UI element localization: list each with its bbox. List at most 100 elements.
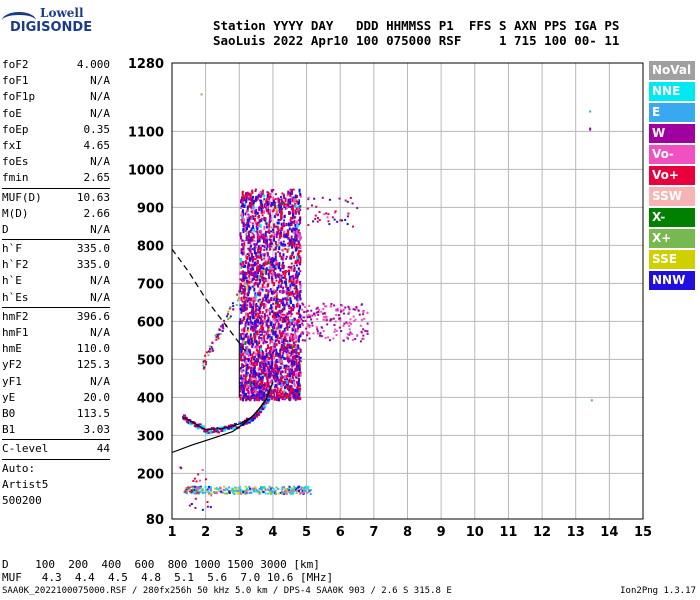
echo-point <box>231 489 234 492</box>
echo-point <box>240 252 243 255</box>
echo-point <box>294 328 297 333</box>
echo-point <box>287 232 290 237</box>
echo-point <box>278 206 281 211</box>
param-value: 4.65 <box>83 138 111 152</box>
echo-point <box>257 411 261 414</box>
echo-point <box>250 204 253 209</box>
echo-point <box>272 266 275 269</box>
echo-point <box>251 278 254 282</box>
echo-point <box>245 395 248 398</box>
echo-point <box>240 296 243 301</box>
echo-point <box>261 189 264 193</box>
echo-point <box>244 282 247 285</box>
echo-point <box>285 297 288 302</box>
echo-point <box>254 359 257 363</box>
echo-point <box>256 324 259 327</box>
echo-point <box>247 348 250 353</box>
echo-point <box>303 311 306 314</box>
echo-point <box>332 337 335 340</box>
echo-point <box>261 388 264 391</box>
echo-point <box>263 369 266 372</box>
echo-point <box>263 366 266 370</box>
echo-point <box>265 353 268 358</box>
echo-point <box>279 348 282 352</box>
echo-point <box>279 227 282 231</box>
echo-point <box>258 214 261 218</box>
echo-point <box>245 388 248 392</box>
echo-point <box>256 235 259 239</box>
echo-point <box>274 240 277 245</box>
param-value: 4.000 <box>76 58 110 71</box>
echo-point <box>337 314 340 317</box>
echo-point <box>290 380 293 384</box>
echo-point <box>286 372 289 377</box>
echo-point <box>274 305 277 308</box>
echo-point <box>187 485 190 488</box>
echo-point <box>236 299 239 302</box>
echo-point <box>276 244 279 248</box>
echo-point <box>201 491 204 494</box>
echo-point <box>255 246 258 249</box>
echo-point <box>288 340 291 343</box>
echo-point <box>277 284 280 289</box>
echo-point <box>295 340 298 343</box>
echo-point <box>292 238 295 242</box>
param-row: hmF2 396.6 <box>2 309 110 325</box>
echo-point <box>316 306 319 309</box>
echo-point <box>240 328 243 332</box>
echo-point <box>297 309 300 313</box>
echo-point <box>291 244 294 249</box>
echo-point <box>297 233 300 238</box>
param-name: fxI <box>2 138 22 152</box>
y-tick-label: 200 <box>137 467 164 482</box>
echo-point <box>273 376 276 380</box>
echo-point <box>186 488 189 491</box>
echo-point <box>255 357 258 361</box>
echo-point <box>282 290 285 294</box>
echo-point <box>297 372 300 376</box>
echo-point <box>268 290 271 294</box>
echo-point <box>282 391 285 395</box>
param-value: 44 <box>96 442 110 456</box>
echo-point <box>265 368 268 373</box>
echo-point <box>210 494 213 497</box>
echo-point <box>298 295 301 299</box>
echo-point <box>272 393 275 398</box>
echo-point <box>253 367 256 372</box>
echo-point <box>244 420 248 423</box>
echo-point <box>307 325 310 328</box>
param-name: yF2 <box>2 358 22 372</box>
echo-point <box>285 333 288 336</box>
echo-point <box>263 237 266 240</box>
echo-point <box>295 235 298 239</box>
echo-point <box>279 334 282 337</box>
echo-point <box>277 370 280 373</box>
echo-point <box>259 333 262 336</box>
echo-point <box>249 381 252 386</box>
echo-point <box>286 194 289 197</box>
echo-point <box>265 198 268 202</box>
echo-point <box>253 417 257 420</box>
echo-point <box>242 490 245 493</box>
echo-point <box>290 277 293 281</box>
echo-point <box>257 251 260 254</box>
echo-point <box>249 323 252 328</box>
echo-point <box>288 307 291 310</box>
echo-point <box>209 486 212 489</box>
echo-point <box>272 188 275 191</box>
echo-point <box>279 254 282 258</box>
echo-point <box>253 362 256 367</box>
echo-point <box>245 319 248 323</box>
echo-point <box>277 320 280 325</box>
echo-point <box>254 305 257 309</box>
echo-point <box>315 311 318 314</box>
param-value: 335.0 <box>76 242 110 256</box>
echo-point <box>297 352 300 356</box>
echo-point <box>294 344 297 347</box>
echo-point <box>292 486 295 489</box>
echo-point <box>245 279 248 282</box>
echo-point <box>239 304 242 307</box>
echo-point <box>293 349 296 354</box>
echo-point <box>284 270 287 275</box>
echo-point <box>258 350 261 355</box>
